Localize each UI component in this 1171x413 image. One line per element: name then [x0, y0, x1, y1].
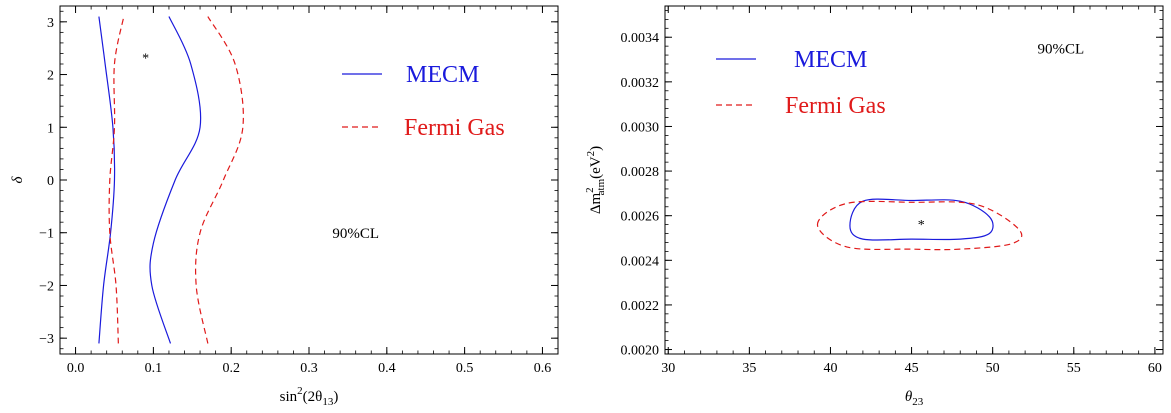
x-tick-label: 0.0 — [67, 361, 85, 376]
y-tick-label: −3 — [39, 332, 54, 347]
left-chart-panel: 0.0 0.1 0.2 0.3 0.4 0.5 0.6 −3 −2 −1 0 1 2 3 * 90%CL MEC… — [10, 5, 559, 408]
y-axis-label: δ — [10, 175, 26, 183]
y-tick-label: 1 — [47, 121, 54, 136]
fermi-gas-contour-1 — [816, 200, 1023, 251]
y-tick-label: 0.0026 — [621, 210, 660, 225]
y-tick-label: 0.0034 — [621, 31, 660, 46]
x-tick-label: 0.4 — [378, 361, 396, 376]
x-axis-label: θ23 — [905, 389, 924, 408]
best-fit-marker: * — [918, 218, 925, 233]
x-tick-label: 0.3 — [300, 361, 318, 376]
y-tick-label: 3 — [47, 16, 54, 31]
y-tick-label: 0.0032 — [621, 76, 660, 91]
mecm-contour-0 — [98, 16, 116, 344]
best-fit-marker: * — [142, 51, 149, 66]
y-axis-label: Δm2atm(eV2) — [584, 146, 607, 214]
y-tick-label: 0.0028 — [621, 165, 660, 180]
y-tick-label: 0.0030 — [621, 120, 660, 135]
x-tick-label: 50 — [986, 361, 1000, 376]
y-tick-label: 2 — [47, 69, 54, 84]
x-tick-label: 0.1 — [145, 361, 163, 376]
y-tick-label: −1 — [39, 227, 54, 242]
legend-label-mecm: MECM — [406, 62, 479, 88]
x-tick-label: 0.6 — [534, 361, 552, 376]
plot-frame — [664, 5, 1164, 355]
confidence-level-annotation: 90%CL — [1037, 41, 1084, 57]
legend: MECM Fermi Gas — [342, 62, 505, 141]
x-axis-label: sin2(2θ13) — [280, 385, 339, 408]
right-chart-panel: 30 35 40 45 50 55 60 0.0020 0.0022 0.0024 0.0026 0.… — [584, 5, 1164, 408]
legend: MECM Fermi Gas — [716, 47, 886, 119]
x-tick-label: 40 — [823, 361, 837, 376]
x-tick-label: 35 — [742, 361, 756, 376]
x-tick-label: 30 — [661, 361, 675, 376]
fermi-gas-contour-2 — [108, 16, 125, 344]
x-tick-label: 0.2 — [222, 361, 240, 376]
confidence-level-annotation: 90%CL — [332, 226, 379, 242]
legend-label-fermi-gas: Fermi Gas — [785, 93, 886, 119]
legend-label-fermi-gas: Fermi Gas — [404, 115, 505, 141]
y-tick-label: 0.0024 — [621, 254, 660, 269]
legend-label-mecm: MECM — [794, 47, 867, 73]
x-tick-label: 55 — [1067, 361, 1081, 376]
mecm-contour-1 — [149, 16, 202, 344]
y-tick-label: 0.0020 — [621, 344, 660, 359]
x-tick-label: 0.5 — [456, 361, 474, 376]
plot-frame — [59, 5, 559, 355]
y-tick-label: 0.0022 — [621, 299, 660, 314]
mecm-contour-0 — [849, 198, 994, 241]
x-tick-label: 45 — [905, 361, 919, 376]
fermi-gas-contour-3 — [194, 16, 244, 344]
y-tick-label: 0 — [47, 174, 54, 189]
y-tick-label: −2 — [39, 279, 54, 294]
x-tick-label: 60 — [1148, 361, 1162, 376]
